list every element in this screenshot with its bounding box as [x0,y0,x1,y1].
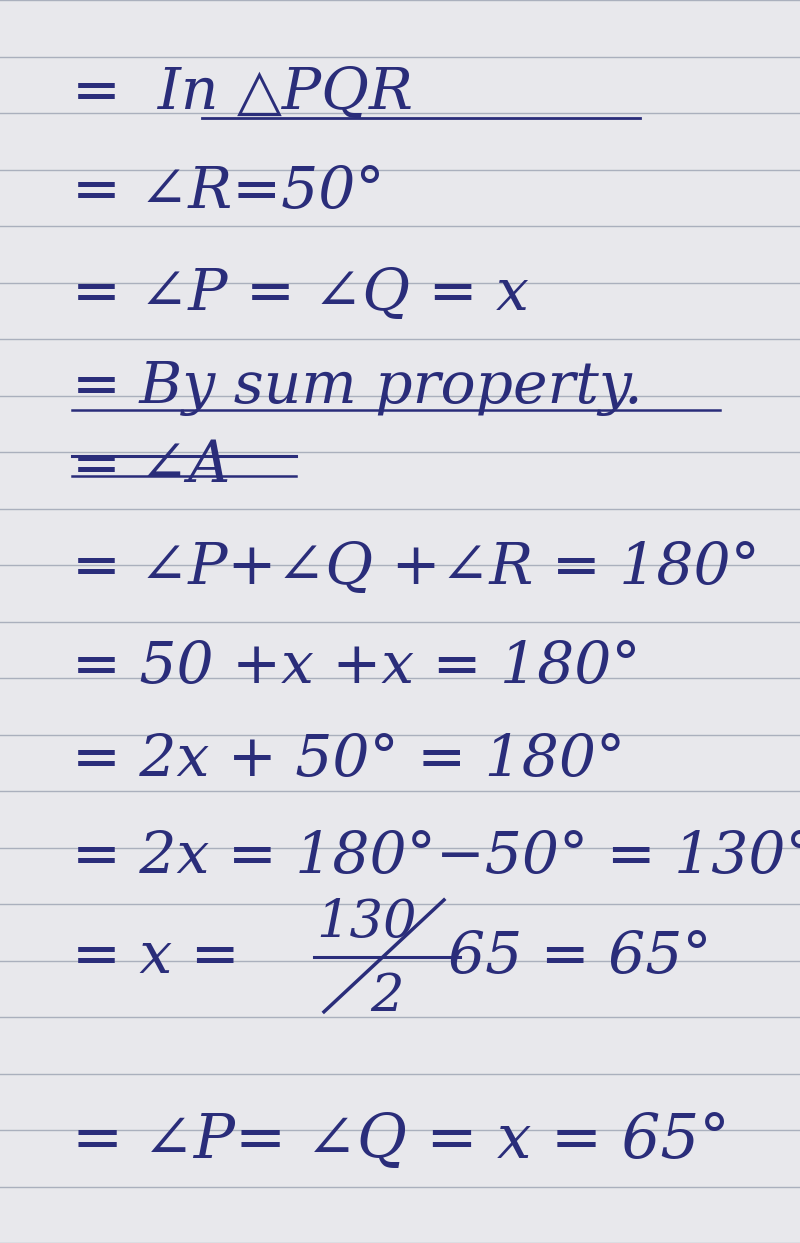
Text: = 2x + 50° = 180°: = 2x + 50° = 180° [72,732,626,789]
Text: = By sum property.: = By sum property. [72,359,642,416]
Text: = 50 +x +x = 180°: = 50 +x +x = 180° [72,639,641,696]
Text: =  In △PQR: = In △PQR [72,65,413,122]
Text: 130: 130 [316,896,417,948]
Text: 2: 2 [370,971,404,1023]
Text: 65 = 65°: 65 = 65° [448,929,712,986]
Text: = ∠P = ∠Q = x: = ∠P = ∠Q = x [72,266,529,323]
Text: = ∠P= ∠Q = x = 65°: = ∠P= ∠Q = x = 65° [72,1111,730,1171]
Text: = 2x = 180°−50° = 130°: = 2x = 180°−50° = 130° [72,829,800,886]
Text: = ∠R=50°: = ∠R=50° [72,164,385,221]
Text: = x =: = x = [72,929,258,986]
Text: = ∠A: = ∠A [72,438,230,495]
Text: = ∠P+∠Q +∠R = 180°: = ∠P+∠Q +∠R = 180° [72,539,760,597]
